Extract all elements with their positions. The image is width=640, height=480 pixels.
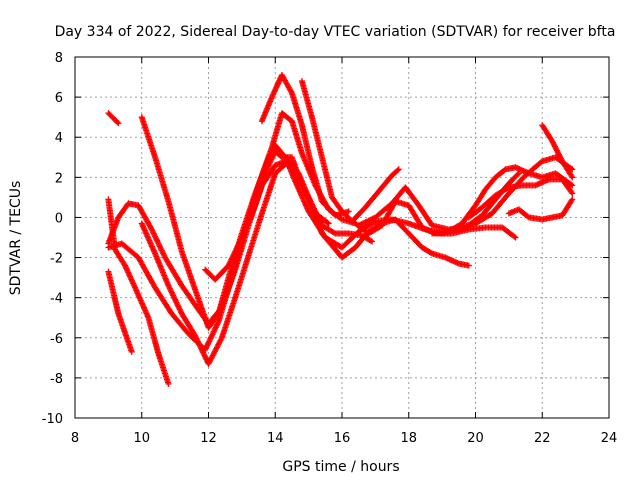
series-track-9 <box>258 72 352 219</box>
data-point <box>569 182 576 189</box>
y-tick-label: -2 <box>50 252 63 267</box>
chart-title: Day 334 of 2022, Sidereal Day-to-day VTE… <box>55 24 616 40</box>
data-point <box>114 119 121 126</box>
series-track-2 <box>105 268 135 355</box>
data-point <box>555 151 562 158</box>
data-point <box>549 139 556 146</box>
data-point <box>115 120 122 127</box>
y-tick-label: -6 <box>50 332 63 347</box>
data-points <box>105 72 576 387</box>
y-tick-label: -4 <box>50 292 63 307</box>
series-track-14 <box>505 196 576 223</box>
data-point <box>557 154 564 161</box>
x-tick-label: 24 <box>601 431 618 446</box>
data-point <box>569 166 576 173</box>
data-point <box>511 233 518 240</box>
y-tick-label: 2 <box>55 171 63 186</box>
data-point <box>553 147 560 154</box>
data-point <box>569 174 576 181</box>
data-point <box>514 171 521 178</box>
y-tick-label: 0 <box>55 211 63 226</box>
data-point <box>345 208 352 215</box>
data-point <box>377 221 384 228</box>
y-axis-title: SDTVAR / TECUs <box>8 181 24 296</box>
data-point <box>427 249 434 256</box>
series-track-8 <box>202 148 332 283</box>
data-point <box>568 172 575 179</box>
data-point <box>367 237 374 244</box>
data-point <box>369 238 376 245</box>
data-point <box>512 234 519 241</box>
y-tick-label: -10 <box>42 412 63 427</box>
data-point <box>568 181 575 188</box>
x-tick-label: 18 <box>400 431 417 446</box>
x-tick-label: 8 <box>71 431 79 446</box>
data-point <box>395 166 402 173</box>
data-point <box>557 155 564 162</box>
series-track-10 <box>298 78 402 225</box>
data-point <box>568 189 575 196</box>
data-point <box>515 170 522 177</box>
x-tick-label: 22 <box>534 431 551 446</box>
data-point <box>551 143 558 150</box>
x-tick-label: 12 <box>200 431 217 446</box>
data-point <box>554 148 561 155</box>
x-axis-title: GPS time / hours <box>282 459 399 475</box>
x-tick-label: 16 <box>334 431 351 446</box>
data-point <box>165 380 172 387</box>
data-point <box>569 196 576 203</box>
y-tick-label: 4 <box>55 131 63 146</box>
data-point <box>549 138 556 145</box>
data-point <box>128 348 135 355</box>
data-point <box>569 190 576 197</box>
data-point <box>556 152 563 159</box>
data-point <box>325 220 332 227</box>
data-point <box>553 146 560 153</box>
data-point <box>324 219 331 226</box>
x-tick-label: 14 <box>267 431 284 446</box>
series-track-15 <box>539 122 576 181</box>
data-point <box>552 144 559 151</box>
data-point <box>465 262 472 269</box>
y-tick-label: 8 <box>55 51 63 66</box>
x-tick-label: 20 <box>467 431 484 446</box>
series-track-13 <box>465 176 576 221</box>
y-tick-label: -8 <box>50 372 63 387</box>
series-track-3 <box>105 196 172 387</box>
data-point <box>550 140 557 147</box>
data-point <box>568 197 575 204</box>
data-point <box>551 142 558 149</box>
data-point <box>330 229 337 236</box>
y-tick-label: 6 <box>55 91 63 106</box>
x-tick-label: 10 <box>133 431 150 446</box>
data-point <box>394 167 401 174</box>
series-track-1 <box>105 110 122 127</box>
data-point <box>504 185 511 192</box>
data-point <box>555 150 562 157</box>
